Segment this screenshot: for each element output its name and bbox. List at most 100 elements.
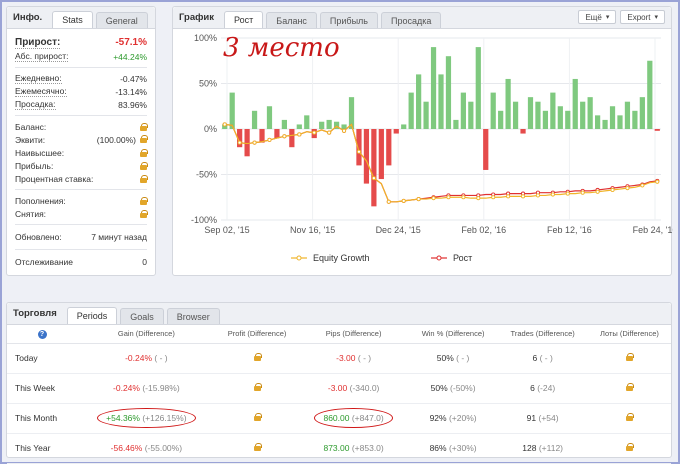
bar [296, 124, 302, 129]
lock-icon[interactable] [140, 174, 148, 183]
tab-browser[interactable]: Browser [166, 308, 220, 324]
row-trades: 128 (+112) [497, 433, 588, 464]
gain-diff: (+126.15%) [142, 413, 187, 423]
col-lots: Лоты (Difference) [587, 325, 671, 344]
bar [580, 101, 586, 129]
tab-stats[interactable]: Stats [52, 11, 93, 28]
lock-icon[interactable] [140, 209, 148, 218]
tab-profit[interactable]: Прибыль [319, 12, 378, 28]
data-point [342, 128, 347, 133]
lock-icon[interactable] [140, 161, 148, 170]
bar [259, 129, 265, 143]
stat-daily-label[interactable]: Ежедневно: [15, 73, 62, 84]
row-period: Today [7, 343, 77, 374]
lock-icon[interactable] [253, 383, 262, 391]
bar [490, 92, 496, 129]
row-pips: 860.00 (+847.0) [298, 403, 409, 434]
bar [557, 106, 563, 129]
divider [15, 224, 147, 225]
highlight-circle: 860.00 (+847.0) [314, 408, 393, 428]
tab-periods[interactable]: Periods [66, 307, 118, 324]
tab-balance[interactable]: Баланс [266, 12, 317, 28]
data-point [520, 194, 526, 199]
more-button-label: Ещё [585, 12, 602, 22]
lock-icon[interactable] [253, 353, 262, 361]
col-pips: Pips (Difference) [298, 325, 409, 344]
bar [408, 92, 414, 129]
export-button[interactable]: Export ▾ [620, 10, 665, 24]
lock-icon[interactable] [253, 413, 262, 421]
export-button-label: Export [627, 12, 651, 22]
info-header: Инфо. Stats General [7, 7, 155, 29]
bar [602, 119, 608, 129]
lock-icon[interactable] [625, 413, 634, 421]
chart-header-buttons: Ещё ▾ Export ▾ [578, 10, 665, 24]
row-win: 50% (-50%) [408, 373, 498, 404]
bar [565, 110, 571, 129]
legend-marker [296, 255, 302, 261]
tab-general[interactable]: General [95, 12, 148, 28]
data-point [371, 176, 376, 181]
lock-icon[interactable] [625, 353, 634, 361]
bar [289, 129, 295, 148]
stat-balance-label: Баланс: [15, 121, 47, 132]
bar [281, 119, 287, 129]
stat-watchers: Отслеживание 0 [15, 254, 147, 270]
x-tick-label: Feb 02, '16 [461, 225, 506, 235]
bar [229, 92, 235, 129]
stat-profit: Прибыль: [15, 159, 148, 172]
trades-diff: ( - ) [539, 353, 553, 363]
data-point [506, 194, 511, 199]
tab-drawdown[interactable]: Просадка [381, 12, 442, 28]
info-panel: Инфо. Stats General Прирост: -57.1% Абс.… [6, 6, 156, 276]
lock-icon[interactable] [625, 383, 634, 391]
row-profit [215, 343, 299, 374]
bar [237, 129, 243, 148]
bar [609, 106, 616, 129]
lock-icon[interactable] [140, 134, 148, 143]
x-tick-label: Feb 12, '16 [547, 225, 592, 235]
stat-highest-label: Наивысшее: [15, 147, 65, 158]
growth-chart: 100% 50% 0% -50% -100%Sep 02, '15 Nov 16, '15… [191, 33, 673, 263]
x-tick-label: Feb 24, '16 [633, 225, 673, 235]
help-icon[interactable]: ? [37, 329, 47, 339]
win-diff: ( - ) [456, 353, 470, 363]
bar [416, 74, 422, 129]
trades-value: 6 [530, 383, 535, 393]
bar [430, 47, 437, 129]
lock-icon[interactable] [253, 443, 262, 451]
stat-growth-label[interactable]: Прирост: [15, 36, 61, 49]
data-point [327, 130, 332, 135]
bar [222, 124, 228, 129]
tab-growth[interactable]: Рост [224, 11, 264, 28]
data-point [476, 196, 481, 201]
bar [445, 56, 452, 130]
data-point [386, 199, 391, 204]
y-tick-label: -100% [191, 215, 217, 225]
bar [595, 115, 601, 129]
row-lots [587, 343, 671, 374]
trades-value: 91 [526, 413, 537, 423]
gain-diff: (-55.00%) [144, 443, 183, 453]
lock-icon[interactable] [140, 148, 148, 157]
stat-drawdown-label[interactable]: Просадка: [15, 99, 56, 110]
more-button[interactable]: Ещё ▾ [578, 10, 617, 24]
stat-monthly-label[interactable]: Ежемесячно: [15, 86, 67, 97]
lock-icon[interactable] [625, 443, 634, 451]
row-win: 50% ( - ) [408, 343, 498, 374]
row-lots [587, 433, 671, 464]
stat-abs-growth-label[interactable]: Абс. прирост: [15, 51, 69, 62]
win-value: 50% [436, 353, 454, 363]
data-point [297, 132, 302, 137]
lock-icon[interactable] [140, 196, 148, 205]
data-point [565, 191, 570, 196]
tab-goals[interactable]: Goals [120, 308, 164, 324]
stat-withdrawals-label: Снятия: [15, 208, 47, 219]
bar [244, 129, 250, 157]
legend-label: Рост [453, 253, 472, 263]
stat-updated: Обновлено: 7 минут назад [15, 229, 147, 245]
trading-title: Торговля [13, 308, 57, 319]
bar [371, 129, 377, 207]
y-tick-label: 0% [204, 124, 217, 134]
lock-icon[interactable] [140, 122, 148, 131]
